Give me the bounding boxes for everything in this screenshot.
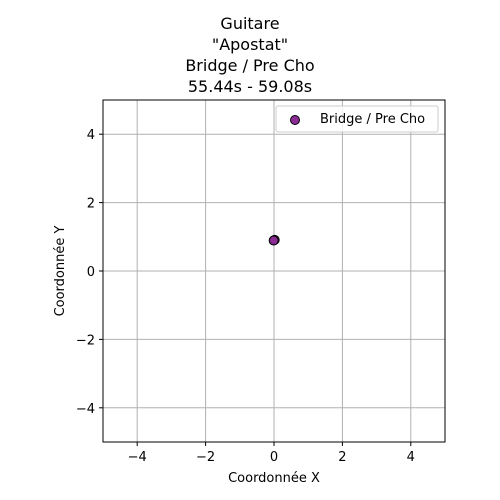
- y-tick-label: 0: [87, 265, 95, 280]
- x-tick-label: −4: [128, 450, 147, 465]
- y-tick-label: −4: [76, 402, 95, 417]
- y-tick-label: 4: [87, 128, 95, 143]
- y-tick-label: −2: [76, 333, 95, 348]
- x-tick-label: −2: [196, 450, 215, 465]
- y-axis-label: Coordonnée Y: [53, 226, 68, 317]
- legend-box: [275, 105, 439, 133]
- data-point: [268, 235, 279, 246]
- x-axis-label: Coordonnée X: [228, 471, 320, 486]
- x-tick-label: 4: [407, 450, 415, 465]
- data-points: [268, 234, 280, 246]
- title-line-3: Bridge / Pre Cho: [185, 56, 315, 75]
- ticks: −4 −2 0 2 4 −4 −2 0 2 4: [76, 128, 415, 465]
- title-line-4: 55.44s - 59.08s: [187, 77, 313, 96]
- legend: Bridge / Pre Cho: [275, 105, 439, 133]
- y-tick-label: 2: [87, 197, 95, 212]
- grid: [103, 100, 445, 442]
- legend-label: Bridge / Pre Cho: [320, 112, 425, 127]
- legend-marker: [290, 115, 300, 125]
- x-tick-label: 2: [338, 450, 346, 465]
- title-line-1: Guitare: [220, 14, 280, 33]
- title-line-2: "Apostat": [211, 35, 289, 54]
- x-tick-label: 0: [270, 450, 278, 465]
